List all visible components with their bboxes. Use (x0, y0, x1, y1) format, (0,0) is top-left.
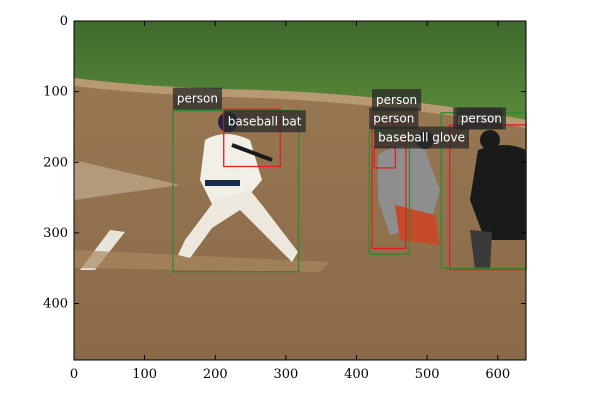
detection-label: baseball glove (374, 126, 469, 149)
detection-label: baseball bat (223, 110, 306, 133)
x-tick-label: 100 (132, 367, 157, 382)
x-tick-label: 600 (485, 367, 510, 382)
y-axis: 0 100 200 300 400 (43, 14, 526, 312)
x-axis: 0 100 200 300 400 500 600 (70, 21, 510, 382)
photo (74, 21, 526, 360)
axes-frame (73, 20, 527, 361)
label-background (456, 107, 506, 130)
detection-label: person (372, 89, 422, 112)
x-tick-label: 300 (273, 367, 298, 382)
label-background (372, 89, 422, 112)
y-tick-label: 0 (60, 14, 68, 29)
label-text: person (461, 111, 502, 125)
label-text: baseball bat (228, 114, 302, 128)
detection-label: person (456, 107, 506, 130)
label-background (374, 126, 469, 149)
y-tick-label: 300 (43, 226, 68, 241)
umpire-figure (470, 130, 526, 270)
x-tick-label: 0 (70, 367, 78, 382)
bounding-box (223, 108, 281, 168)
y-tick-label: 400 (43, 297, 68, 312)
label-text: person (177, 92, 218, 106)
label-text: person (376, 93, 417, 107)
y-tick-label: 200 (43, 155, 68, 170)
detection-labels: person baseball bat person person baseball g… (172, 87, 506, 149)
detection-label: person (369, 107, 419, 130)
label-background (369, 107, 419, 130)
label-background (172, 87, 223, 110)
x-tick-label: 500 (415, 367, 440, 382)
x-tick-label: 200 (203, 367, 228, 382)
label-background (223, 110, 306, 133)
label-text: baseball glove (378, 131, 465, 145)
label-text: person (373, 111, 414, 125)
y-tick-label: 100 (43, 85, 68, 100)
detection-label: person (172, 87, 223, 110)
x-tick-label: 400 (344, 367, 369, 382)
